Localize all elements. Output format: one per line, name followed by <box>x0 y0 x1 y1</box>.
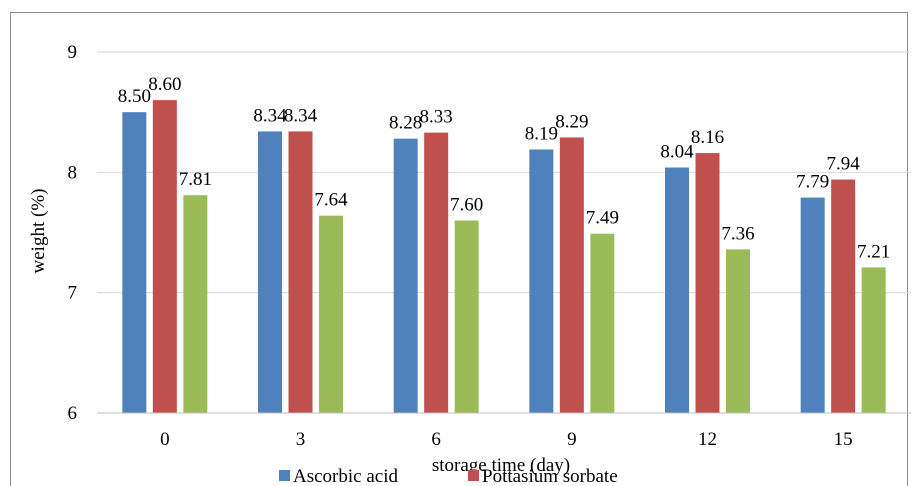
bar <box>529 149 554 413</box>
y-tick-label: 7 <box>68 283 78 304</box>
legend-label: Ascorbic acid <box>293 466 398 486</box>
x-tick-label: 9 <box>567 429 577 450</box>
gridlines <box>97 51 911 294</box>
data-label: 8.04 <box>660 142 694 163</box>
axes: 6 7 8 9 0 3 6 9 12 15 <box>68 42 911 450</box>
data-label: 8.34 <box>253 105 287 126</box>
bars <box>122 100 886 414</box>
data-label: 8.28 <box>389 113 422 134</box>
x-tick-label: 0 <box>160 429 170 450</box>
bar <box>319 215 343 413</box>
x-tick-label: 3 <box>296 429 306 450</box>
bar <box>454 220 479 413</box>
bar <box>152 100 177 413</box>
bar <box>800 197 825 413</box>
bar <box>559 137 584 414</box>
bar <box>183 195 208 413</box>
data-label: 8.60 <box>148 74 181 95</box>
bar <box>122 112 147 414</box>
bar <box>665 167 689 413</box>
legend-label: Pottasium sorbate <box>482 466 618 486</box>
data-label: 8.34 <box>284 105 318 126</box>
data-label: 7.64 <box>314 190 348 211</box>
y-tick-label: 6 <box>68 403 78 424</box>
data-label: 7.21 <box>857 241 890 262</box>
data-labels: 8.508.60 7.81 8.348.34 7.64 8.288.33 7.60 8.19… <box>118 74 891 262</box>
x-tick-label: 12 <box>698 429 717 450</box>
bar <box>861 267 886 413</box>
data-label: 8.19 <box>525 123 558 144</box>
data-label: 7.79 <box>796 172 829 193</box>
data-label: 7.81 <box>179 169 212 190</box>
bar <box>590 233 615 413</box>
legend-swatch <box>468 470 479 481</box>
legend: Ascorbic acid Pottasium sorbate <box>279 466 618 486</box>
data-label: 8.29 <box>555 111 588 132</box>
x-tick-label: 15 <box>834 429 853 450</box>
bar <box>726 249 750 413</box>
data-label: 7.49 <box>586 208 619 229</box>
bar <box>695 153 720 413</box>
bar <box>393 138 418 413</box>
y-tick-label: 8 <box>68 162 78 183</box>
x-tick-label: 6 <box>431 429 441 450</box>
bar <box>258 131 282 414</box>
y-tick-label: 9 <box>68 42 78 63</box>
x-axis-title: storage time (day) <box>432 455 570 476</box>
data-label: 8.33 <box>420 107 453 128</box>
data-label: 7.60 <box>450 194 483 215</box>
data-label: 7.94 <box>827 154 861 175</box>
bar <box>831 179 856 413</box>
bar <box>424 132 449 413</box>
y-axis-title: weight (%) <box>28 189 49 274</box>
data-label: 8.16 <box>691 127 724 148</box>
legend-swatch <box>279 470 290 481</box>
data-label: 8.50 <box>118 86 151 107</box>
bar <box>288 131 313 414</box>
data-label: 7.36 <box>721 223 754 244</box>
